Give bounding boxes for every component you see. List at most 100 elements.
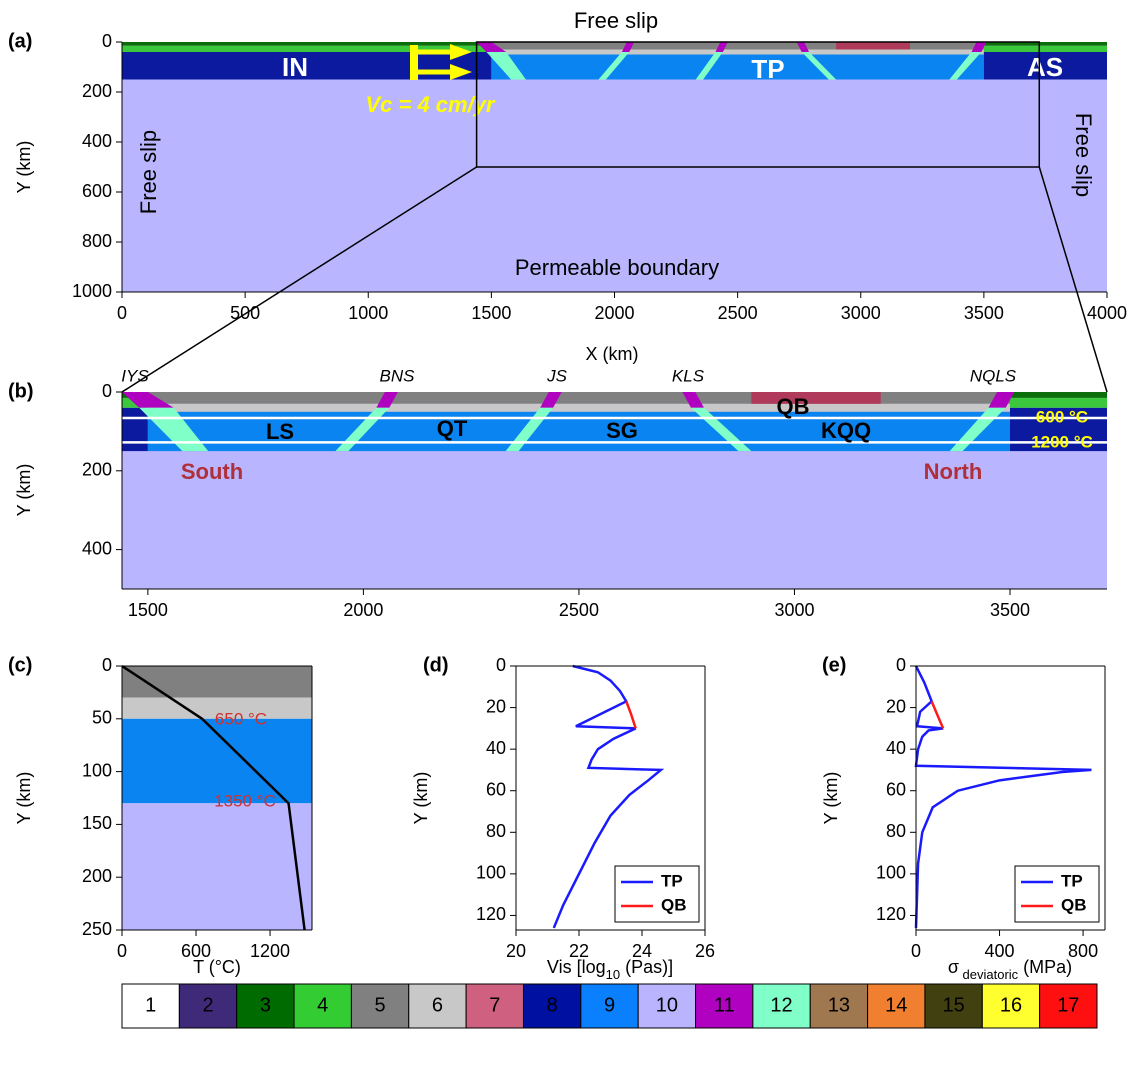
x-tick-label: 2500 <box>559 600 599 620</box>
layer <box>751 392 880 404</box>
y-tick-label: 80 <box>486 821 506 841</box>
color-cell-label: 8 <box>547 994 558 1016</box>
y-tick-label: 800 <box>82 231 112 251</box>
annotation: QT <box>437 416 468 441</box>
annotation: KQQ <box>821 418 871 443</box>
y-tick-label: 200 <box>82 866 112 886</box>
isotherm-label: 600 °C <box>1036 407 1088 426</box>
x-tick-label: 800 <box>1068 941 1098 961</box>
layer <box>491 55 984 80</box>
x-tick-label: 2000 <box>343 600 383 620</box>
fault-label: KLS <box>672 366 705 385</box>
label-part: (MPa) <box>1018 957 1072 977</box>
layer <box>122 42 491 46</box>
color-cell-label: 2 <box>202 994 213 1016</box>
layer <box>836 42 910 50</box>
y-axis-label: Y (km) <box>821 772 841 825</box>
annotation: QB <box>777 394 810 419</box>
y-tick-label: 20 <box>886 696 906 716</box>
y-tick-label: 100 <box>876 863 906 883</box>
color-cell-label: 5 <box>375 994 386 1016</box>
y-axis-label: Y (km) <box>14 772 34 825</box>
y-tick-label: 40 <box>886 738 906 758</box>
x-tick-label: 1200 <box>250 941 290 961</box>
x-tick-label: 3500 <box>990 600 1030 620</box>
x-tick-label: 3000 <box>774 600 814 620</box>
x-tick-label: 2500 <box>718 303 758 323</box>
y-tick-label: 20 <box>486 696 506 716</box>
y-tick-label: 40 <box>486 738 506 758</box>
color-cell-label: 11 <box>714 994 735 1016</box>
y-tick-label: 400 <box>82 538 112 558</box>
y-tick-label: 400 <box>82 131 112 151</box>
isotherm-label: 1200 °C <box>1031 432 1093 451</box>
layer <box>1010 392 1135 398</box>
profile-line <box>932 701 943 728</box>
annotation: South <box>181 459 243 484</box>
y-tick-label: 100 <box>476 863 506 883</box>
x-tick-label: 2000 <box>594 303 634 323</box>
x-axis-label: X (km) <box>586 344 639 364</box>
x-tick-label: 1000 <box>348 303 388 323</box>
y-axis-label: Y (km) <box>14 464 34 517</box>
panel-label: (d) <box>423 654 449 676</box>
annotation: AS <box>1027 52 1063 82</box>
panel-label: (c) <box>8 654 32 676</box>
y-tick-label: 50 <box>92 708 112 728</box>
color-cell-label: 14 <box>885 994 907 1016</box>
color-cell-label: 1 <box>145 994 156 1016</box>
x-tick-label: 3500 <box>964 303 1004 323</box>
y-tick-label: 120 <box>876 904 906 924</box>
arrow-bar <box>410 45 418 80</box>
layer <box>0 408 148 451</box>
fault-label: BNS <box>380 366 416 385</box>
layer <box>148 404 1010 412</box>
label-part: Vis [log <box>547 957 606 977</box>
color-cell-label: 7 <box>489 994 500 1016</box>
color-cell-label: 4 <box>317 994 328 1016</box>
label-part: 10 <box>606 967 620 982</box>
x-axis-label: T (°C) <box>193 957 241 977</box>
color-cell-label: 6 <box>432 994 443 1016</box>
y-tick-label: 150 <box>82 813 112 833</box>
panel-label: (b) <box>8 380 34 402</box>
layer <box>1010 398 1135 408</box>
y-tick-label: 200 <box>82 81 112 101</box>
x-tick-label: 4000 <box>1087 303 1127 323</box>
legend-label: QB <box>661 895 687 914</box>
legend-label: TP <box>661 871 683 890</box>
y-tick-label: 60 <box>886 779 906 799</box>
y-tick-label: 120 <box>476 904 506 924</box>
color-cell-label: 15 <box>942 994 964 1016</box>
color-cell-label: 17 <box>1057 994 1079 1016</box>
y-tick-label: 1000 <box>72 281 112 301</box>
annotation: LS <box>266 419 294 444</box>
y-tick-label: 250 <box>82 919 112 939</box>
layer <box>491 50 984 55</box>
x-tick-label: 20 <box>506 941 526 961</box>
x-tick-label: 26 <box>695 941 715 961</box>
y-tick-label: 80 <box>886 821 906 841</box>
y-tick-label: 100 <box>82 760 112 780</box>
y-tick-label: 0 <box>102 381 112 401</box>
layer <box>122 666 312 698</box>
x-tick-label: 0 <box>117 303 127 323</box>
color-cell-label: 3 <box>260 994 271 1016</box>
annotation: IN <box>282 52 308 82</box>
x-tick-label: 400 <box>985 941 1015 961</box>
annotation: North <box>924 459 983 484</box>
color-cell-label: 9 <box>604 994 615 1016</box>
panels: 0500100015002000250030003500400002004006… <box>0 8 1135 1028</box>
y-tick-label: 600 <box>82 181 112 201</box>
y-axis-label: Y (km) <box>14 141 34 194</box>
legend-label: TP <box>1061 871 1083 890</box>
color-cell-label: 12 <box>770 994 792 1016</box>
color-cell-label: 10 <box>656 994 678 1016</box>
annotation: SG <box>606 418 638 443</box>
label-part: deviatoric <box>959 967 1019 982</box>
color-cell-label: 13 <box>828 994 850 1016</box>
annotation: Free slip <box>1071 113 1096 197</box>
y-tick-label: 0 <box>896 655 906 675</box>
label-part: (Pas)] <box>620 957 673 977</box>
y-tick-label: 60 <box>486 779 506 799</box>
